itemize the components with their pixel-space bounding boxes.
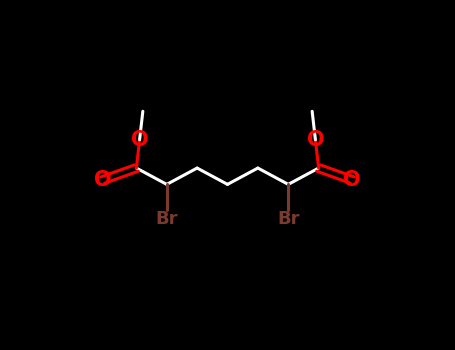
Text: O: O: [94, 170, 111, 190]
Text: O: O: [307, 130, 324, 150]
Text: Br: Br: [277, 210, 299, 228]
Text: Br: Br: [156, 210, 178, 228]
Text: O: O: [131, 130, 148, 150]
Text: O: O: [344, 170, 361, 190]
